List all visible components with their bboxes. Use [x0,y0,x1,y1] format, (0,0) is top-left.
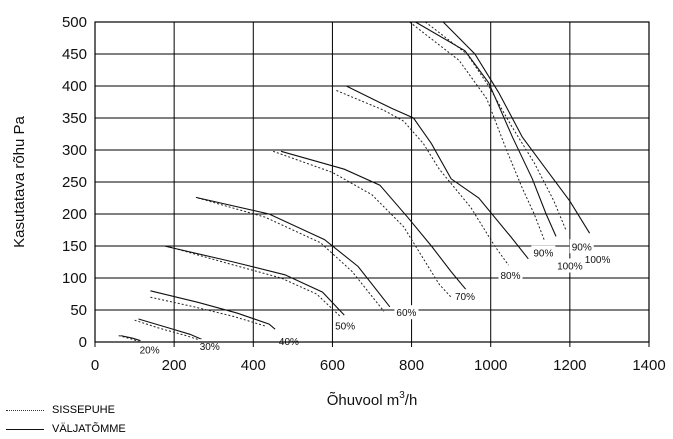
exhaust-curve-20% [120,335,141,342]
curve-label: 90% [572,242,592,253]
x-tick-label: 1200 [553,357,586,374]
curve-label: 100% [585,255,611,266]
curve-label: 50% [335,322,355,333]
supply-curve-90% [409,21,545,240]
x-axis-title: Õhuvool m3/h [327,390,418,409]
curve-label: 80% [500,271,520,282]
x-tick-label: 600 [320,357,345,374]
x-tick-label: 1400 [632,357,665,374]
y-tick-label: 200 [62,206,87,223]
supply-curve-30% [134,319,201,341]
curve-label: 90% [533,249,553,260]
legend-item-exhaust: VÄLJATÕMME [6,420,126,439]
legend-swatch-dotted [6,410,44,411]
curve-label: 100% [557,261,583,272]
curve-label: 60% [396,308,416,319]
curve-label-bg [554,258,585,273]
legend-label-exhaust: VÄLJATÕMME [52,423,126,435]
exhaust-curve-60% [195,196,391,308]
curve-label-bg [452,289,477,304]
curve-label-bg [137,342,162,357]
y-tick-label: 300 [62,142,87,159]
exhaust-curve-100% [442,21,591,234]
curves-group [118,21,591,342]
curve-label: 70% [455,292,475,303]
y-tick-label: 250 [62,174,87,191]
exhaust-curve-50% [164,245,345,316]
exhaust-curve-90% [415,21,557,237]
x-tick-label: 200 [162,357,187,374]
x-tick-label: 0 [91,357,99,374]
supply-curve-80% [336,90,509,266]
y-tick-label: 350 [62,110,87,127]
x-tick-label: 1000 [474,357,507,374]
y-tick-label: 450 [62,46,87,63]
exhaust-curve-70% [280,150,468,292]
curve-label-bg [394,305,419,320]
exhaust-curve-30% [138,318,203,340]
y-tick-label: 50 [70,302,87,319]
x-axis-title-tail: /h [405,392,418,409]
x-tick-label: 800 [399,357,424,374]
x-tick-label: 400 [241,357,266,374]
exhaust-curve-40% [150,290,276,330]
curve-label-bg [582,252,613,267]
tick-labels-group: 0 50 100 150 200 250 300 350 400 450 500 0 200 400 600… [62,14,666,374]
y-tick-label: 500 [62,14,87,31]
curve-label-bg [197,339,222,354]
y-axis-title: Kasutatava rõhu Pa [11,115,28,247]
supply-curve-40% [150,296,266,327]
x-axis-title-main: Õhuvool m [327,392,400,409]
curve-label-bg [333,318,358,333]
supply-curve-20% [118,335,139,342]
y-tick-label: 150 [62,238,87,255]
curve-label-bg [531,245,556,260]
curve-label: 30% [200,342,220,353]
curve-label: 20% [140,345,160,356]
exhaust-curve-80% [346,85,529,260]
curve-label-bg [276,334,301,348]
legend-label-supply: SISSEPUHE [52,404,115,416]
legend: SISSEPUHE VÄLJATÕMME [6,401,126,439]
legend-item-supply: SISSEPUHE [6,401,126,420]
x-axis-title-sup: 3 [399,390,405,401]
supply-curve-100% [425,21,567,231]
plot-frame [94,21,650,343]
y-tick-label: 400 [62,78,87,95]
curve-label-bg [498,268,523,283]
axes-group [94,21,650,347]
y-tick-label: 100 [62,270,87,287]
curve-label-bg [569,239,594,254]
legend-swatch-solid [6,429,44,430]
y-tick-label: 0 [79,334,87,351]
supply-curve-50% [166,245,341,317]
supply-curve-70% [272,150,452,298]
